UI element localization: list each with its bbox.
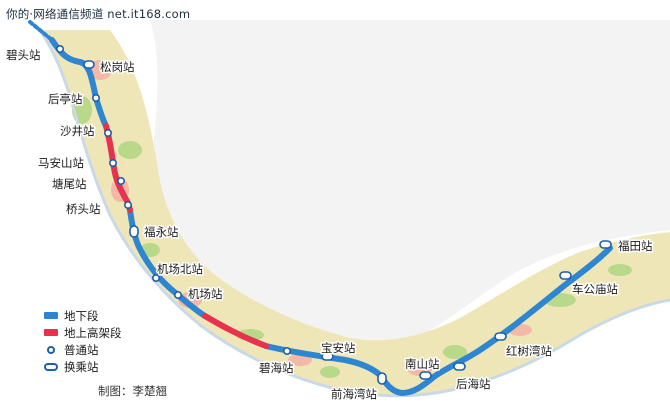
station-label-baoan: 宝安站 <box>321 341 356 355</box>
legend-label-transfer-station: 换乘站 <box>64 359 99 374</box>
coastline <box>38 29 670 398</box>
svg-text:机场北站: 机场北站 <box>157 262 203 276</box>
svg-text:塘尾站: 塘尾站 <box>52 177 87 191</box>
station-labels: 碧头站 碧头站 松岗站 松岗站 后亭站 后亭站 沙井站 沙井站 马安山站 马安山… <box>5 47 655 403</box>
station-label-tangwei: 塘尾站 <box>52 177 87 191</box>
station-marker-futian[interactable] <box>599 240 612 249</box>
station-marker-jichangbei[interactable] <box>152 273 161 282</box>
station-label-qianhaiwan: 前海湾站 <box>331 387 377 401</box>
legend-row-underground: 地下段 <box>44 307 122 324</box>
svg-text:南山站: 南山站 <box>405 357 440 371</box>
station-label-nanshan: 南山站 <box>405 357 440 371</box>
station-marker-hongshuwan[interactable] <box>494 332 507 341</box>
svg-text:后亭站: 后亭站 <box>48 92 83 106</box>
svg-text:福永站: 福永站 <box>144 225 179 239</box>
station-marker-tangwei[interactable] <box>117 177 126 186</box>
svg-text:沙井站: 沙井站 <box>60 124 95 138</box>
svg-text:机场站: 机场站 <box>188 287 223 301</box>
stations <box>55 44 612 385</box>
station-label-chegongmiao: 车公庙站 <box>572 282 618 296</box>
underground-swatch <box>44 312 58 319</box>
station-marker-qiaotou[interactable] <box>124 201 133 210</box>
station-marker-maanshan[interactable] <box>109 159 118 168</box>
svg-text:桥头站: 桥头站 <box>66 202 101 216</box>
station-label-bihai: 碧海站 <box>259 361 294 375</box>
station-marker-shajing[interactable] <box>104 129 113 138</box>
segment-bihai-futian <box>263 245 613 396</box>
segment-shajing-qiaotou <box>103 123 133 213</box>
station-marker-nanshan[interactable] <box>419 371 432 380</box>
station-label-songgang: 松岗站 <box>100 60 135 74</box>
segment-bitou-shajing <box>49 37 109 129</box>
line-extension-dashed <box>28 20 54 42</box>
legend-row-elevated: 地上高架段 <box>44 324 122 341</box>
station-label-hongshuwan: 红树湾站 <box>506 344 552 358</box>
station-label-maanshan: 马安山站 <box>38 156 84 170</box>
elevated-segments <box>103 123 269 349</box>
svg-text:红树湾站: 红树湾站 <box>506 344 552 358</box>
station-label-futian: 福田站 <box>618 239 653 253</box>
transfer-station-icon <box>44 362 58 371</box>
elevated-swatch <box>44 329 58 336</box>
station-label-houhai: 后海站 <box>456 377 491 391</box>
legend: 地下段 地上高架段 普通站 换乘站 <box>44 307 122 375</box>
station-label-shajing: 沙井站 <box>60 124 95 138</box>
station-marker-houhai[interactable] <box>453 362 466 371</box>
svg-text:后海站: 后海站 <box>456 377 491 391</box>
legend-row-normal-station: 普通站 <box>44 341 122 358</box>
station-marker-bihai[interactable] <box>282 346 291 355</box>
station-label-qiaotou: 桥头站 <box>66 202 101 216</box>
station-label-fuyong: 福永站 <box>144 225 179 239</box>
legend-row-transfer-station: 换乘站 <box>44 358 122 375</box>
station-marker-chegongmiao[interactable] <box>559 271 572 280</box>
site-header-watermark: 你的·网络通信频道 net.it168.com <box>6 7 191 21</box>
svg-text:碧海站: 碧海站 <box>259 361 294 375</box>
svg-text:碧头站: 碧头站 <box>6 48 41 62</box>
station-marker-baoan[interactable] <box>321 352 334 361</box>
station-label-jichangbei: 机场北站 <box>157 262 203 276</box>
svg-text:马安山站: 马安山站 <box>38 156 84 170</box>
svg-text:宝安站: 宝安站 <box>321 341 356 355</box>
station-label-bitou: 碧头站 <box>6 48 41 62</box>
station-marker-bitou[interactable] <box>55 44 64 53</box>
legend-label-elevated: 地上高架段 <box>64 325 122 340</box>
svg-text:车公庙站: 车公庙站 <box>572 282 618 296</box>
svg-text:福田站: 福田站 <box>618 239 653 253</box>
station-marker-fuyong[interactable] <box>129 225 139 238</box>
legend-label-normal-station: 普通站 <box>64 342 99 357</box>
svg-text:前海湾站: 前海湾站 <box>331 387 377 401</box>
station-label-jichang: 机场站 <box>188 287 223 301</box>
station-marker-jichang[interactable] <box>174 290 183 299</box>
svg-text:松岗站: 松岗站 <box>100 60 135 74</box>
inland-area <box>150 20 670 347</box>
legend-label-underground: 地下段 <box>64 308 99 323</box>
station-marker-houting[interactable] <box>92 94 101 103</box>
station-marker-songgang[interactable] <box>83 60 95 69</box>
normal-station-icon <box>47 345 55 354</box>
map-credit: 制图：李楚翘 <box>98 384 167 398</box>
station-label-houting: 后亭站 <box>48 92 83 106</box>
station-marker-qianhaiwan[interactable] <box>377 372 387 385</box>
segment-jichang-bihai <box>202 313 269 349</box>
